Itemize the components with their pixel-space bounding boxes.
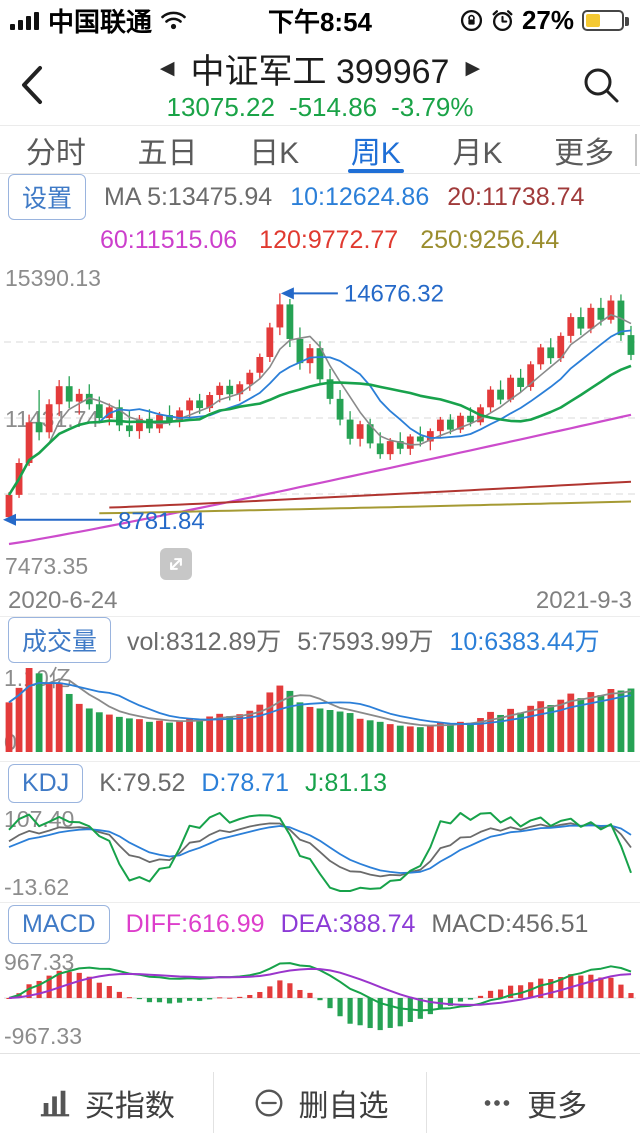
svg-text:-967.33: -967.33 [4, 1023, 82, 1048]
tab-timeline[interactable]: 分时 [20, 126, 92, 173]
kdj-header: KDJ K:79.52 D:78.71 J:81.13 [0, 761, 640, 805]
prev-stock-button[interactable]: ◀ [159, 57, 175, 79]
tab-monthly-k[interactable]: 月K [446, 126, 508, 173]
clock-label: 下午8:54 [267, 6, 373, 37]
header: ◀ 中证军工 399967 ▶ 13075.22 -514.86 -3.79% [0, 40, 640, 126]
tab-weekly-k[interactable]: 周K [345, 126, 407, 173]
volume-ma10-value: 10:6383.44万 [449, 627, 600, 656]
tab-weekly-k-label: 周K [350, 136, 401, 170]
volume-indicator-button[interactable]: 成交量 [8, 616, 112, 663]
kdj-d-value: D:78.71 [201, 769, 289, 797]
volume-chart[interactable]: 1.10亿0 [0, 662, 640, 761]
bar-chart-icon [40, 1090, 69, 1116]
ma-values-row-1: 设置 MA 5:13475.94 10:12624.86 20:11738.74 [0, 174, 640, 220]
ma-values-row-2: 60:11515.06 120:9772.77 250:9256.44 [0, 220, 640, 260]
volume-ma5-value: 5:7593.99万 [297, 627, 434, 656]
ellipsis-icon [484, 1099, 510, 1106]
battery-percent-label: 27% [521, 4, 574, 35]
svg-text:15390.13: 15390.13 [5, 265, 101, 291]
expand-arrows-icon [170, 558, 182, 570]
battery-nub [625, 16, 629, 26]
macd-indicator-button[interactable]: MACD [8, 905, 110, 944]
period-tabs: 分时 五日 日K 周K 月K 更多 [0, 126, 640, 174]
ma60-value: 60:11515.06 [100, 225, 238, 254]
volume-svg: 1.10亿0 [4, 665, 635, 755]
tab-daily-k[interactable]: 日K [243, 126, 305, 173]
toolbar-divider [212, 1072, 214, 1133]
status-bar: 中国联通 下午8:54 27% [0, 0, 640, 40]
macd-header: MACD DIFF:616.99 DEA:388.74 MACD:456.51 [0, 902, 640, 946]
wifi-icon [161, 11, 186, 30]
remove-watchlist-button[interactable]: 删自选 [214, 1054, 427, 1136]
price-change-percent: -3.79% [391, 91, 474, 122]
alarm-icon [492, 9, 513, 31]
toolbar-divider [426, 1072, 428, 1133]
minus-circle-icon [255, 1089, 282, 1116]
macd-svg: 967.33 -967.33 [4, 949, 636, 1049]
carrier-label: 中国联通 [48, 6, 153, 37]
search-button[interactable] [582, 66, 620, 104]
kdj-j-value: J:81.13 [304, 769, 387, 797]
kdj-k-value: K:79.52 [99, 769, 186, 797]
ma5-value: MA 5:13475.94 [104, 182, 273, 211]
tab-daily-k-label: 日K [249, 136, 300, 170]
macd-value: MACD:456.51 [431, 910, 589, 938]
kdj-indicator-button[interactable]: KDJ [8, 764, 84, 803]
bottom-toolbar: 买指数 删自选 更多 [0, 1053, 640, 1136]
svg-text:-13.62: -13.62 [4, 874, 69, 897]
tab-timeline-label: 分时 [25, 136, 86, 170]
tab-more[interactable]: 更多 [548, 126, 620, 173]
ma120-value: 120:9772.77 [259, 225, 399, 254]
macd-chart[interactable]: 967.33 -967.33 [0, 946, 640, 1053]
back-button[interactable] [18, 64, 44, 106]
next-stock-button[interactable]: ▶ [465, 57, 481, 79]
remove-watchlist-label: 删自选 [298, 1089, 389, 1123]
svg-text:967.33: 967.33 [4, 949, 74, 975]
tab-five-day[interactable]: 五日 [131, 126, 203, 173]
buy-index-button[interactable]: 买指数 [0, 1054, 213, 1136]
settings-button[interactable]: 设置 [8, 174, 87, 220]
current-price: 13075.22 [166, 91, 275, 122]
tab-monthly-k-label: 月K [452, 136, 503, 170]
ma250-value: 250:9256.44 [420, 225, 560, 254]
tab-more-label: 更多 [554, 136, 615, 170]
volume-header: 成交量 vol:8312.89万 5:7593.99万 10:6383.44万 [0, 616, 640, 663]
kdj-svg: 107.40-13.62 [4, 806, 632, 900]
macd-diff-value: DIFF:616.99 [125, 910, 265, 938]
svg-text:7473.35: 7473.35 [5, 553, 88, 579]
stock-title: 中证军工 399967 [190, 52, 450, 91]
tab-five-day-label: 五日 [137, 136, 198, 170]
battery-icon [582, 9, 629, 31]
end-date-label: 2021-9-3 [535, 587, 632, 614]
buy-index-label: 买指数 [84, 1089, 175, 1123]
ma20-value: 20:11738.74 [447, 182, 585, 211]
macd-dea-value: DEA:388.74 [280, 910, 416, 938]
ma10-value: 10:12624.86 [290, 182, 430, 211]
start-date-label: 2020-6-24 [8, 587, 118, 614]
fullscreen-zoom-button[interactable] [160, 548, 192, 580]
more-label: 更多 [527, 1089, 588, 1123]
price-summary: 13075.22 -514.86 -3.79% [0, 92, 640, 122]
date-axis: 2020-6-24 2021-9-3 [0, 586, 640, 616]
more-button[interactable]: 更多 [427, 1054, 640, 1136]
cellular-signal-icon [10, 12, 39, 30]
price-change: -514.86 [288, 91, 378, 122]
kdj-chart[interactable]: 107.40 -13.62 [0, 805, 640, 902]
orientation-lock-icon [460, 9, 483, 31]
battery-fill [586, 13, 601, 27]
svg-text:14676.32: 14676.32 [344, 280, 444, 307]
volume-value: vol:8312.89万 [127, 627, 282, 656]
svg-text:8781.84: 8781.84 [118, 508, 205, 535]
